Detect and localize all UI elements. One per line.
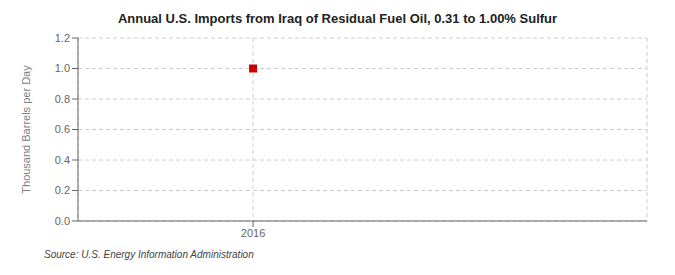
svg-text:0.6: 0.6	[55, 123, 70, 135]
svg-text:0.4: 0.4	[55, 154, 70, 166]
svg-text:Thousand Barrels per Day: Thousand Barrels per Day	[20, 65, 32, 194]
svg-text:0.2: 0.2	[55, 184, 70, 196]
html-text:Annual U.S. Imports from Iraq: Annual U.S. Imports from Iraq of Residua…	[117, 11, 558, 26]
svg-text:1.2: 1.2	[55, 32, 70, 44]
svg-text:0.8: 0.8	[55, 93, 70, 105]
html-text:Source: U.S. Energy Informatio: Source: U.S. Energy Information Administ…	[44, 249, 254, 260]
svg-text:1.0: 1.0	[55, 62, 70, 74]
svg-text:2016: 2016	[241, 227, 265, 239]
svg-text:0.0: 0.0	[55, 215, 70, 227]
